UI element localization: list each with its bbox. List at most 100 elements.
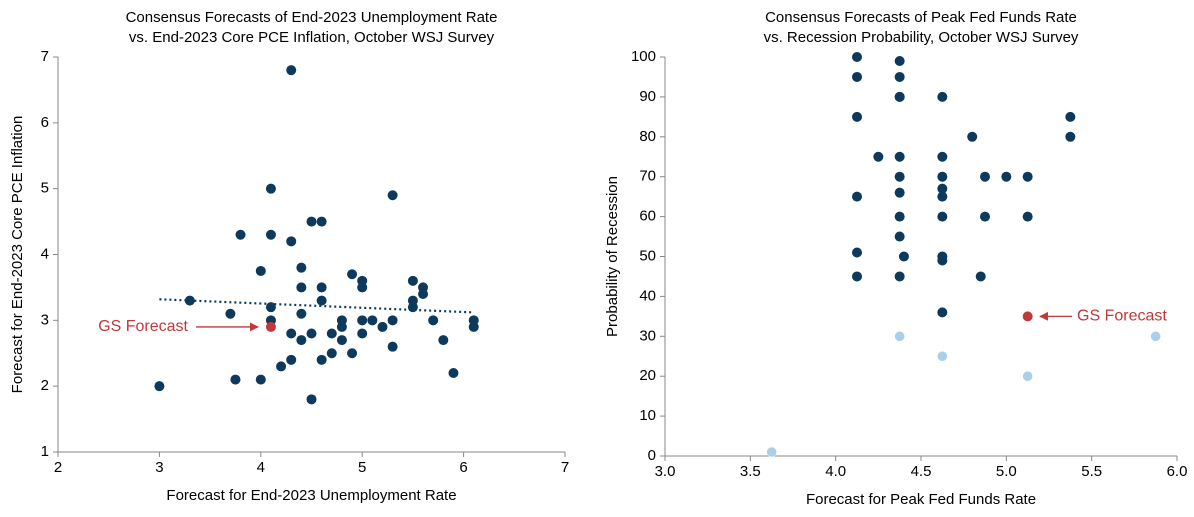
point bbox=[387, 341, 398, 352]
y-tick-label: 0 bbox=[648, 447, 656, 464]
x-tick-label: 4.0 bbox=[825, 463, 846, 480]
point bbox=[468, 321, 479, 332]
x-tick-label: 2 bbox=[54, 459, 62, 476]
chart-title: vs. End-2023 Core PCE Inflation, October… bbox=[129, 29, 495, 46]
x-tick-label: 3.5 bbox=[740, 463, 761, 480]
point bbox=[1065, 131, 1076, 142]
y-tick-label: 20 bbox=[639, 367, 656, 384]
point bbox=[852, 247, 862, 258]
point bbox=[316, 354, 327, 365]
point bbox=[357, 282, 368, 293]
point bbox=[937, 91, 948, 102]
point bbox=[326, 328, 337, 339]
annotation: GS Forecast bbox=[1077, 308, 1167, 325]
x-tick-label: 3.0 bbox=[655, 463, 676, 480]
point bbox=[852, 191, 862, 202]
point bbox=[265, 302, 276, 313]
x-tick-label: 5.5 bbox=[1081, 463, 1102, 480]
point bbox=[1065, 111, 1076, 122]
y-tick-label: 70 bbox=[639, 168, 656, 185]
point bbox=[255, 265, 266, 276]
x-tick-label: 6 bbox=[459, 459, 467, 476]
y-tick-label: 50 bbox=[639, 247, 656, 264]
y-tick-label: 3 bbox=[41, 311, 49, 328]
point bbox=[937, 191, 948, 202]
point bbox=[316, 295, 327, 306]
point bbox=[316, 282, 327, 293]
chart-title: Consensus Forecasts of Peak Fed Funds Ra… bbox=[765, 9, 1077, 26]
point bbox=[852, 52, 862, 62]
y-tick-label: 6 bbox=[41, 114, 49, 131]
x-tick-label: 7 bbox=[561, 459, 569, 476]
annotation: GS Forecast bbox=[98, 318, 188, 335]
point bbox=[306, 394, 317, 405]
point bbox=[937, 351, 948, 362]
point bbox=[387, 190, 398, 201]
point bbox=[894, 211, 905, 222]
point bbox=[407, 275, 418, 286]
point bbox=[347, 269, 358, 280]
y-tick-label: 4 bbox=[41, 245, 49, 262]
trend-line bbox=[159, 298, 474, 314]
point bbox=[894, 271, 905, 282]
point bbox=[1150, 331, 1161, 342]
point bbox=[336, 335, 347, 346]
point bbox=[357, 328, 368, 339]
point bbox=[852, 271, 862, 282]
y-axis-label: Probability of Recession bbox=[604, 176, 621, 337]
point bbox=[937, 151, 948, 162]
y-tick-label: 80 bbox=[639, 128, 656, 145]
point bbox=[276, 361, 287, 372]
point bbox=[937, 211, 948, 222]
point bbox=[894, 331, 905, 342]
point bbox=[980, 211, 990, 222]
point bbox=[336, 321, 347, 332]
point bbox=[286, 354, 297, 365]
y-tick-label: 40 bbox=[639, 287, 656, 304]
point bbox=[377, 321, 388, 332]
point bbox=[367, 315, 378, 326]
point bbox=[898, 251, 909, 262]
x-tick-label: 6.0 bbox=[1167, 463, 1188, 480]
point bbox=[265, 321, 276, 332]
x-axis-label: Forecast for End-2023 Unemployment Rate bbox=[166, 487, 456, 504]
chart-title: Consensus Forecasts of End-2023 Unemploy… bbox=[126, 9, 498, 26]
point bbox=[894, 91, 905, 102]
point bbox=[1022, 211, 1033, 222]
y-tick-label: 90 bbox=[639, 88, 656, 105]
point bbox=[1022, 370, 1033, 382]
point bbox=[894, 231, 905, 242]
y-axis-label: Forecast for End-2023 Core PCE Inflation bbox=[9, 116, 26, 394]
point bbox=[980, 171, 990, 182]
x-tick-label: 3 bbox=[155, 459, 163, 476]
point bbox=[766, 446, 777, 458]
point bbox=[975, 271, 986, 282]
point bbox=[387, 315, 398, 326]
y-tick-label: 1 bbox=[41, 443, 49, 460]
point bbox=[235, 229, 246, 240]
chart-title: vs. Recession Probability, October WSJ S… bbox=[764, 29, 1079, 46]
point bbox=[873, 151, 884, 162]
point bbox=[225, 308, 236, 319]
point bbox=[937, 307, 948, 318]
point bbox=[894, 151, 905, 162]
point bbox=[296, 335, 307, 346]
point bbox=[286, 65, 297, 76]
x-tick-label: 4 bbox=[257, 459, 265, 476]
point bbox=[1022, 171, 1033, 182]
point bbox=[937, 171, 948, 182]
point bbox=[967, 131, 978, 142]
point bbox=[306, 328, 317, 339]
point bbox=[357, 315, 368, 326]
point bbox=[265, 183, 276, 194]
point bbox=[347, 348, 358, 359]
x-tick-label: 5.0 bbox=[996, 463, 1017, 480]
point bbox=[894, 171, 905, 182]
point bbox=[852, 111, 862, 122]
point bbox=[265, 229, 276, 240]
x-tick-label: 4.5 bbox=[911, 463, 932, 480]
point bbox=[1022, 311, 1033, 322]
point bbox=[852, 71, 862, 82]
y-tick-label: 100 bbox=[631, 48, 656, 65]
